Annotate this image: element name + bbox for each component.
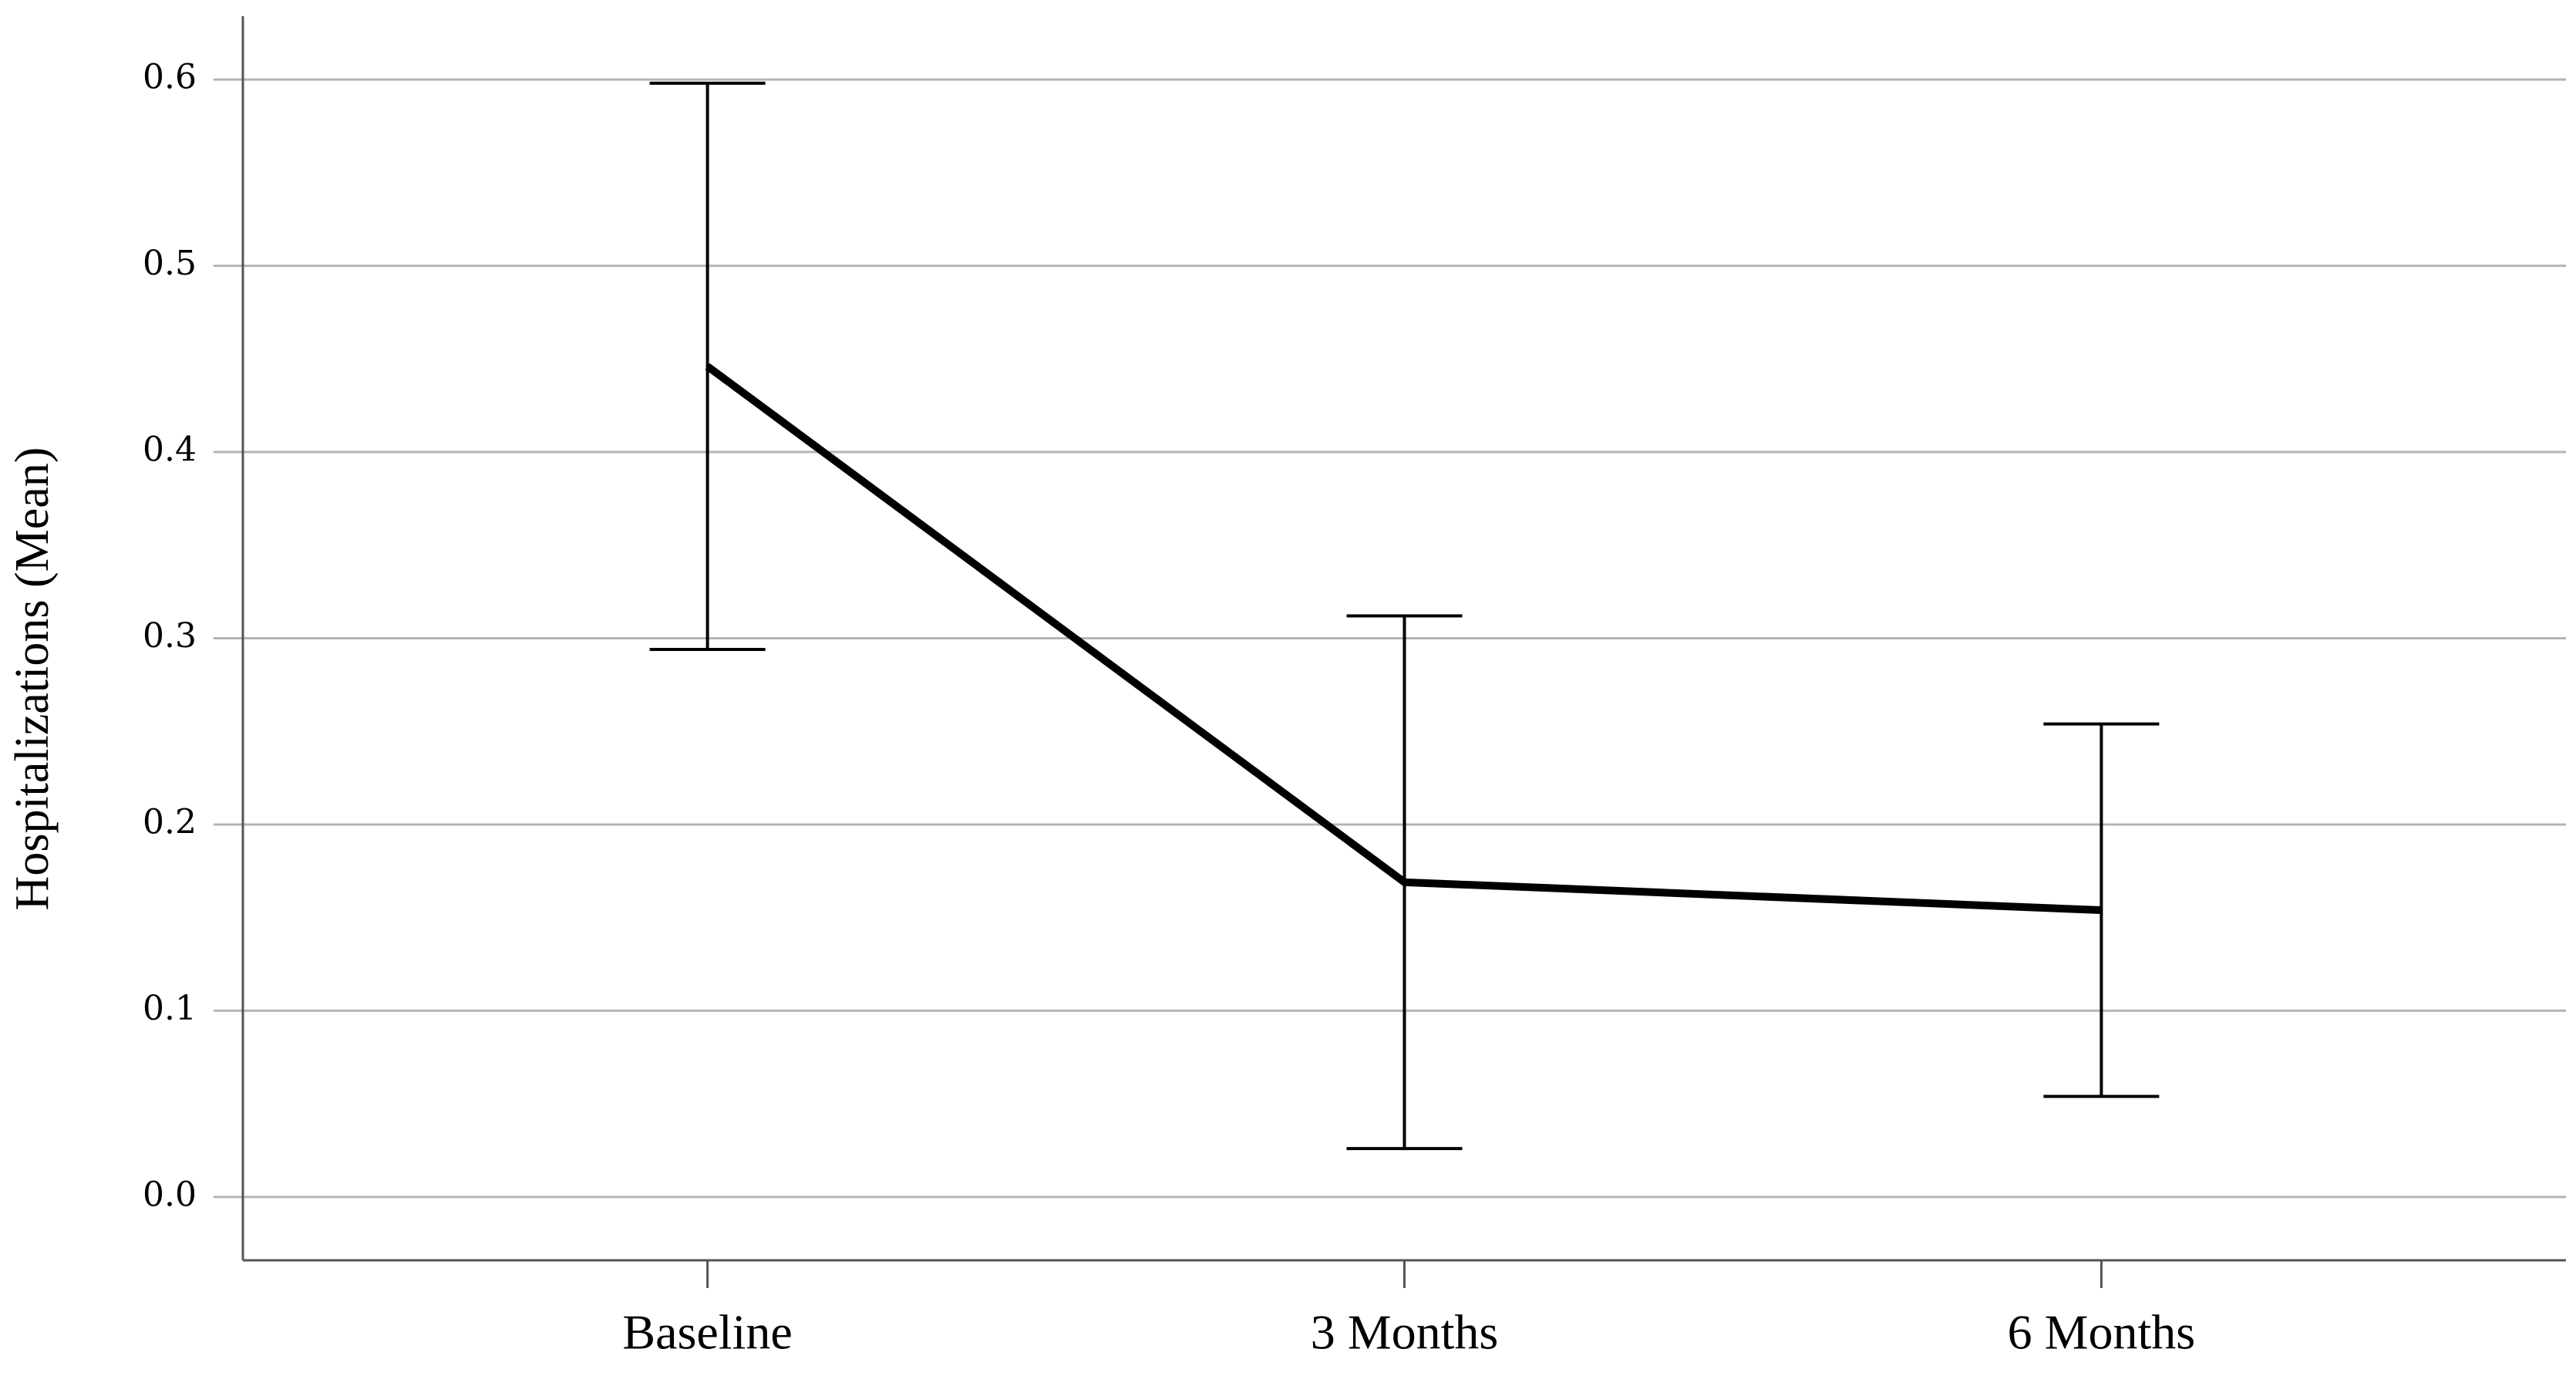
y-tick-label: 0.4	[143, 430, 197, 470]
y-tick-label: 0.2	[143, 802, 197, 841]
y-tick-label: 0.3	[143, 616, 197, 656]
y-axis-label: Hospitalizations (Mean)	[6, 447, 59, 911]
x-tick-label: 6 Months	[2008, 1305, 2196, 1360]
y-tick-label: 0.6	[143, 58, 197, 97]
x-tick-label: Baseline	[622, 1305, 792, 1360]
mean-line	[705, 363, 2102, 915]
error-bar	[2043, 722, 2160, 1098]
y-tick-label: 0.1	[143, 989, 197, 1028]
x-tick-label: 3 Months	[1311, 1305, 1499, 1360]
error-bar	[649, 81, 766, 651]
y-tick-label: 0.0	[143, 1175, 197, 1214]
y-tick-label: 0.5	[143, 244, 197, 283]
